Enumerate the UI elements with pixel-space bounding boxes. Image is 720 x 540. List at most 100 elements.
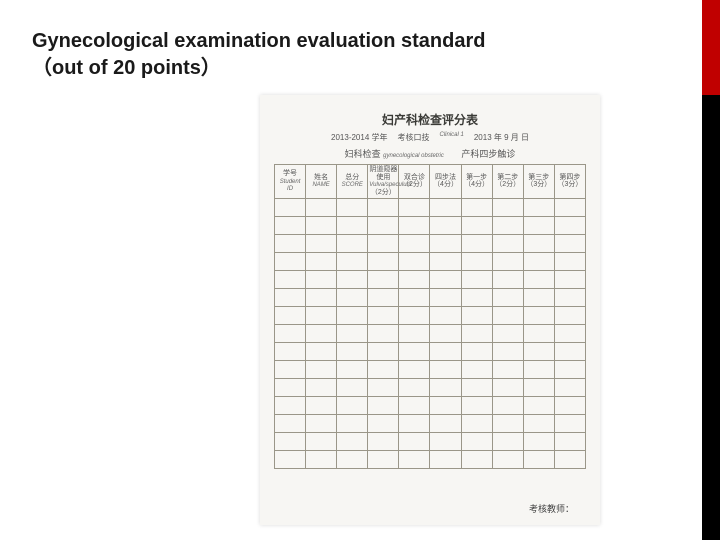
table-cell	[461, 342, 492, 360]
table-cell	[399, 450, 430, 468]
table-cell	[368, 396, 399, 414]
table-row	[275, 288, 586, 306]
table-cell	[275, 270, 306, 288]
table-cell	[306, 396, 337, 414]
table-cell	[368, 198, 399, 216]
table-cell	[523, 216, 554, 234]
table-cell	[337, 414, 368, 432]
table-cell	[306, 288, 337, 306]
table-cell	[306, 306, 337, 324]
table-header: 学号Student ID姓名NAME总分SCORE阴道窥器使用Vulva/spe…	[275, 165, 586, 199]
table-cell	[554, 378, 585, 396]
table-cell	[554, 324, 585, 342]
table-cell	[399, 378, 430, 396]
table-col-header: 第二步（2分）	[492, 165, 523, 199]
table-row	[275, 252, 586, 270]
table-cell	[554, 216, 585, 234]
evaluation-form-image: 妇产科检查评分表 2013-2014 学年 考核口技 Clinical 1 20…	[260, 95, 600, 525]
table-cell	[492, 324, 523, 342]
table-cell	[492, 432, 523, 450]
table-cell	[430, 450, 461, 468]
table-row	[275, 234, 586, 252]
table-cell	[554, 234, 585, 252]
table-cell	[306, 450, 337, 468]
table-cell	[461, 252, 492, 270]
form-class-label: 考核口技	[398, 132, 430, 143]
table-cell	[337, 252, 368, 270]
table-cell	[492, 306, 523, 324]
table-cell	[337, 288, 368, 306]
table-cell	[337, 396, 368, 414]
table-cell	[368, 234, 399, 252]
slide-title: Gynecological examination evaluation sta…	[0, 0, 720, 82]
table-cell	[337, 234, 368, 252]
table-cell	[368, 270, 399, 288]
table-cell	[399, 288, 430, 306]
table-cell	[399, 270, 430, 288]
table-cell	[430, 252, 461, 270]
accent-red-block	[702, 0, 720, 95]
table-cell	[368, 378, 399, 396]
table-cell	[554, 306, 585, 324]
table-cell	[368, 342, 399, 360]
table-cell	[306, 270, 337, 288]
table-cell	[430, 216, 461, 234]
table-row	[275, 432, 586, 450]
table-cell	[492, 342, 523, 360]
table-cell	[399, 432, 430, 450]
table-col-header: 双合诊（2分）	[399, 165, 430, 199]
score-table: 学号Student ID姓名NAME总分SCORE阴道窥器使用Vulva/spe…	[274, 164, 586, 469]
table-cell	[430, 414, 461, 432]
table-cell	[337, 450, 368, 468]
table-cell	[368, 306, 399, 324]
table-cell	[430, 324, 461, 342]
table-cell	[523, 450, 554, 468]
table-row	[275, 360, 586, 378]
table-cell	[275, 360, 306, 378]
title-line-1: Gynecological examination evaluation sta…	[32, 28, 720, 55]
table-cell	[399, 324, 430, 342]
table-row	[275, 270, 586, 288]
table-cell	[430, 378, 461, 396]
table-cell	[461, 432, 492, 450]
table-cell	[368, 288, 399, 306]
table-cell	[523, 306, 554, 324]
table-cell	[492, 378, 523, 396]
accent-side-bar	[702, 0, 720, 540]
form-class-hand: Clinical 1	[440, 132, 464, 143]
table-cell	[337, 306, 368, 324]
table-cell	[492, 216, 523, 234]
table-cell	[399, 342, 430, 360]
table-cell	[306, 252, 337, 270]
table-row	[275, 216, 586, 234]
table-cell	[275, 414, 306, 432]
table-col-header: 学号Student ID	[275, 165, 306, 199]
table-cell	[523, 252, 554, 270]
table-cell	[399, 234, 430, 252]
table-cell	[399, 306, 430, 324]
table-cell	[306, 414, 337, 432]
table-cell	[337, 342, 368, 360]
table-cell	[430, 270, 461, 288]
table-cell	[523, 324, 554, 342]
table-cell	[399, 414, 430, 432]
table-cell	[554, 198, 585, 216]
table-cell	[461, 270, 492, 288]
table-cell	[554, 360, 585, 378]
table-cell	[306, 378, 337, 396]
table-cell	[554, 288, 585, 306]
table-row	[275, 450, 586, 468]
table-cell	[461, 198, 492, 216]
table-cell	[306, 342, 337, 360]
table-cell	[523, 360, 554, 378]
table-cell	[399, 216, 430, 234]
table-cell	[554, 252, 585, 270]
table-cell	[368, 216, 399, 234]
table-body	[275, 198, 586, 468]
table-cell	[461, 234, 492, 252]
table-cell	[368, 450, 399, 468]
table-cell	[523, 342, 554, 360]
table-row	[275, 396, 586, 414]
table-cell	[306, 234, 337, 252]
table-cell	[461, 414, 492, 432]
